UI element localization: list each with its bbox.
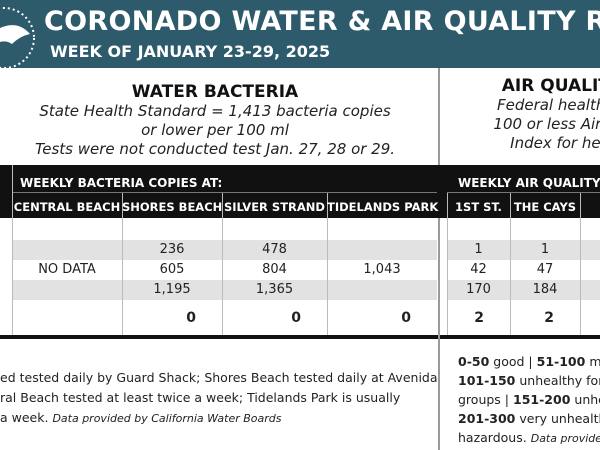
table-cell: 605 — [159, 262, 185, 277]
table-cell: 1 — [474, 242, 483, 257]
column-rule — [12, 165, 13, 335]
air-group-header: WEEKLY AIR QUALITY — [458, 176, 600, 190]
row-shade — [12, 280, 437, 300]
air-scale-text: unheal — [574, 392, 600, 407]
air-scale-text: 0-50 — [458, 354, 490, 369]
table-rule — [440, 335, 600, 339]
table-cell: 184 — [532, 282, 558, 297]
table-cell: 0 — [291, 310, 301, 326]
water-group-header: WEEKLY BACTERIA COPIES AT: — [20, 176, 223, 190]
air-scale-text: good | — [493, 354, 533, 369]
table-cell: 236 — [159, 242, 185, 257]
water-notes: ed tested daily by Guard Shack; Shores B… — [0, 368, 438, 429]
column-header: 1ST ST. — [455, 200, 502, 214]
air-scale-text: groups | — [458, 392, 510, 407]
row-shade — [447, 280, 600, 300]
table-cell: 2 — [544, 310, 554, 326]
table-cell: 1,365 — [255, 282, 294, 297]
water-standard: or lower per 100 ml — [141, 121, 289, 139]
air-source: Data provided — [530, 432, 600, 445]
column-header: SHORES BEACH — [122, 200, 223, 214]
column-header: SILVER STRAND — [224, 200, 325, 214]
table-header-band — [0, 165, 600, 218]
table-cell: 47 — [536, 262, 554, 277]
column-rule — [327, 193, 328, 335]
water-note: ral Beach tested at least twice a week; … — [0, 390, 401, 405]
header-rule — [12, 192, 437, 193]
air-scale-line: hazardous.Data provided — [458, 428, 600, 448]
air-scale-text: 201-300 — [458, 411, 516, 426]
water-note: ed tested daily by Guard Shack; Shores B… — [0, 370, 438, 385]
air-standard: Federal health sta — [496, 96, 600, 114]
air-scale-text: 101-150 — [458, 373, 516, 388]
column-rule — [447, 193, 448, 335]
subtitle: WEEK OF JANUARY 23-29, 2025 — [50, 42, 331, 61]
table-cell: 478 — [262, 242, 287, 257]
table-cell: 1,195 — [153, 282, 191, 297]
table-cell: 2 — [474, 310, 484, 326]
column-header: TH — [580, 200, 600, 214]
water-standard: Tests were not conducted test Jan. 27, 2… — [34, 140, 396, 158]
air-scale-text: unhealthy for se — [519, 373, 600, 388]
title: CORONADO WATER & AIR QUALITY REPO — [44, 6, 600, 37]
air-standard: Index for healt — [510, 134, 600, 152]
table-cell: 0 — [401, 310, 411, 326]
table-cell: NO DATA — [38, 262, 96, 277]
table-rule — [0, 335, 438, 339]
water-title: WATER BACTERIA — [131, 82, 299, 102]
table-cell: 42 — [470, 262, 487, 277]
divider — [438, 68, 440, 450]
air-title: AIR QUALITY — [501, 76, 600, 96]
row-shade — [447, 240, 600, 260]
column-rule — [510, 193, 511, 335]
column-rule — [122, 193, 123, 335]
column-header: CENTRAL BEACH — [13, 200, 121, 214]
table-cell: 170 — [466, 282, 491, 297]
air-scale-text: very unhealthy — [519, 411, 600, 426]
water-source: Data provided by California Water Boards — [52, 412, 282, 425]
air-scale-text: mod — [589, 354, 600, 369]
column-header: THE CAYS — [513, 200, 577, 214]
table-cell: 1 — [540, 242, 550, 257]
column-rule — [580, 193, 581, 335]
air-scale-text: hazardous. — [458, 430, 527, 445]
table-cell: 804 — [262, 262, 287, 277]
header-rule — [447, 192, 600, 193]
air-scale-text: 151-200 — [513, 392, 571, 407]
column-header: TIDELANDS PARK — [327, 200, 439, 214]
header-band — [0, 0, 600, 68]
table-cell: 0 — [186, 310, 196, 326]
water-standard: State Health Standard = 1,413 bacteria c… — [39, 102, 391, 120]
logo — [0, 7, 35, 69]
row-shade — [12, 240, 437, 260]
air-standard: 100 or less Air Qua — [493, 115, 600, 133]
air-scale-line: groups |151-200unheal — [458, 390, 600, 409]
water-note: a week. Data provided by California Wate… — [0, 410, 282, 425]
table-cell: 1,043 — [363, 262, 401, 277]
column-rule — [222, 193, 223, 335]
air-scale-text: 51-100 — [536, 354, 586, 369]
